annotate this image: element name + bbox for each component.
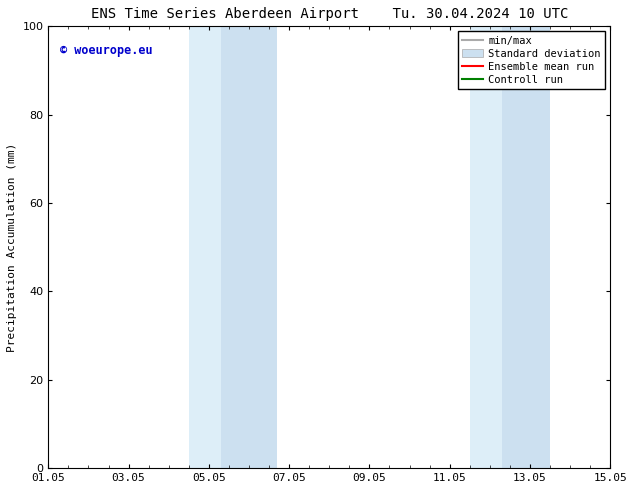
Bar [470,26,502,468]
Y-axis label: Precipitation Accumulation (mm): Precipitation Accumulation (mm) [7,143,17,352]
Title: ENS Time Series Aberdeen Airport    Tu. 30.04.2024 10 UTC: ENS Time Series Aberdeen Airport Tu. 30.… [91,7,568,21]
Bar [221,26,277,468]
Text: © woeurope.eu: © woeurope.eu [60,44,152,57]
Bar [189,26,221,468]
Legend: min/max, Standard deviation, Ensemble mean run, Controll run: min/max, Standard deviation, Ensemble me… [458,31,605,89]
Bar [502,26,550,468]
